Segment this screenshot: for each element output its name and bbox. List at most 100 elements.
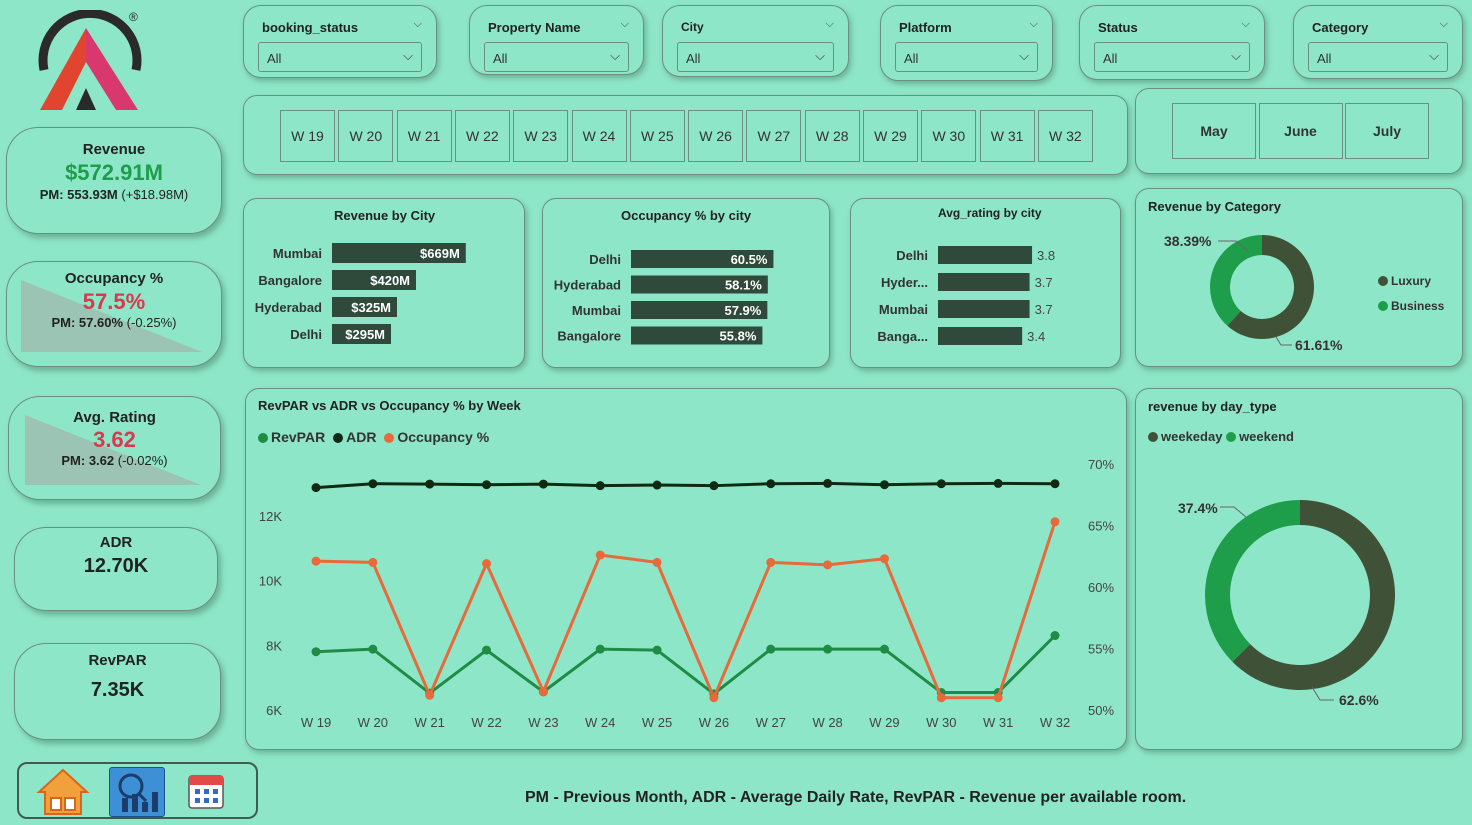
chevron-down-icon[interactable]: ⌵ — [413, 18, 422, 30]
legend-item-weekday[interactable]: weekeday — [1148, 429, 1222, 444]
legend-item-adr[interactable]: ADR — [333, 429, 376, 445]
slicer-status-value: All — [1103, 51, 1118, 66]
x-tick-6: W 25 — [642, 715, 672, 730]
series-point-0-8 — [766, 644, 776, 654]
legend-item-weekend[interactable]: weekend — [1226, 429, 1294, 444]
calendar-button[interactable] — [181, 768, 231, 816]
y-right-tick-1: 55% — [1088, 642, 1114, 657]
series-point-1-2 — [425, 479, 435, 489]
series-point-2-4 — [538, 687, 548, 697]
chevron-down-icon[interactable]: ⌵ — [1029, 18, 1038, 30]
bar-value-3: 3.4 — [1027, 329, 1045, 344]
chevron-down-icon[interactable]: ⌵ — [825, 18, 834, 30]
month-button-july[interactable]: July — [1345, 103, 1429, 159]
rating-by-city-chart: Delhi 3.8 Hyder... 3.7 Mumbai 3.7 Banga... 3.4 — [877, 246, 1055, 345]
x-tick-9: W 28 — [812, 715, 842, 730]
donut-label-0: 38.39% — [1164, 233, 1212, 249]
bar-label-2: Mumbai — [879, 302, 928, 317]
slicer-property-name-dropdown[interactable]: All ⌵ — [484, 42, 629, 72]
series-point-2-7 — [709, 693, 719, 703]
revenue-by-day-type-card: revenue by day_type weekeday weekend 37.… — [1135, 388, 1463, 750]
slicer-status-dropdown[interactable]: All ⌵ — [1094, 42, 1250, 72]
y-right-tick-3: 65% — [1088, 519, 1114, 534]
donut-label-0: 37.4% — [1178, 500, 1218, 516]
slicer-category-dropdown[interactable]: All ⌵ — [1308, 42, 1448, 72]
rating-kpi-card: Avg. Rating 3.62 PM: 3.62 (-0.02%) — [8, 396, 221, 500]
series-point-1-0 — [311, 483, 321, 493]
series-point-2-5 — [595, 550, 605, 560]
occupancy-by-city-chart: Delhi 60.5% Hyderabad 58.1% Mumbai 57.9% Banga… — [554, 250, 774, 345]
adr-kpi-title: ADR — [99, 534, 133, 551]
revenue-by-category-donut: 38.39% 61.61% — [1164, 233, 1343, 353]
donut-label-1: 61.61% — [1295, 337, 1343, 353]
occupancy-kpi-card: Occupancy % 57.5% PM: 57.60% (-0.25%) — [6, 261, 222, 367]
y-left-tick-1: 8K — [266, 638, 282, 653]
rating-by-city-title: Avg_rating by city — [938, 206, 1042, 220]
week-button-w32[interactable]: W 32 — [1037, 110, 1093, 162]
bar-label-3: Banga... — [877, 329, 928, 344]
slicer-category-title: Category — [1312, 20, 1369, 35]
leader-line-0 — [1220, 506, 1247, 518]
series-point-2-6 — [652, 557, 662, 567]
rating-sparkline — [25, 415, 201, 485]
logo-mark — [38, 8, 142, 110]
brand-logo: ® — [36, 8, 146, 110]
home-button[interactable] — [35, 766, 91, 818]
week-button-w29[interactable]: W 29 — [863, 110, 918, 162]
category-legend: Luxury Business — [1378, 269, 1444, 319]
week-button-w25[interactable]: W 25 — [629, 110, 685, 162]
week-button-w31[interactable]: W 31 — [979, 110, 1035, 162]
week-button-w24[interactable]: W 24 — [571, 110, 627, 162]
month-button-june[interactable]: June — [1258, 103, 1343, 159]
revpar-kpi-card: RevPAR 7.35K — [14, 643, 221, 740]
legend-item-revpar[interactable]: RevPAR — [258, 429, 325, 445]
series-point-2-1 — [368, 557, 378, 567]
slicer-status-title: Status — [1098, 20, 1138, 35]
series-point-0-13 — [1050, 631, 1060, 641]
series-point-1-4 — [538, 479, 548, 489]
revpar-kpi-value: 7.35K — [90, 679, 145, 701]
slicer-city-title: City — [681, 20, 704, 34]
bar-0 — [938, 246, 1033, 264]
slicer-category: Category ⌵ All ⌵ — [1293, 5, 1463, 79]
revenue-by-category-card: Revenue by Category 38.39% 61.61% Luxury … — [1135, 188, 1463, 367]
week-button-w22[interactable]: W 22 — [454, 110, 510, 162]
week-button-w28[interactable]: W 28 — [804, 110, 860, 162]
slicer-booking-status-dropdown[interactable]: All ⌵ — [258, 42, 422, 72]
rating-kpi-value: 3.62 — [93, 427, 136, 452]
chevron-down-icon[interactable]: ⌵ — [1241, 18, 1250, 30]
bar-3 — [332, 324, 391, 344]
legend-item-business[interactable]: Business — [1378, 294, 1444, 319]
rating-kpi-title: Avg. Rating — [73, 409, 156, 426]
slicer-platform-dropdown[interactable]: All ⌵ — [895, 42, 1038, 72]
legend-item-occupancy[interactable]: Occupancy % — [384, 429, 489, 445]
week-button-w27[interactable]: W 27 — [746, 110, 802, 162]
legend-label-occupancy: Occupancy % — [397, 429, 490, 445]
bar-label-0: Mumbai — [273, 246, 322, 261]
revpar-kpi-title: RevPAR — [88, 652, 147, 669]
slicer-city-dropdown[interactable]: All ⌵ — [677, 42, 834, 72]
week-button-w30[interactable]: W 30 — [921, 110, 977, 162]
week-button-w23[interactable]: W 23 — [513, 110, 569, 162]
leader-line-1 — [1311, 686, 1334, 701]
footer-glossary: PM - Previous Month, ADR - Average Daily… — [525, 789, 1187, 806]
chevron-down-icon[interactable]: ⌵ — [1439, 18, 1448, 30]
bar-0 — [631, 250, 774, 268]
month-button-may[interactable]: May — [1172, 103, 1256, 159]
week-button-w20[interactable]: W 20 — [338, 110, 394, 162]
occupancy-kpi-value: 57.5% — [82, 289, 146, 314]
dashboard-button[interactable] — [109, 767, 165, 817]
leader-line-1 — [1275, 336, 1292, 346]
chevron-down-icon[interactable]: ⌵ — [620, 18, 629, 30]
legend-item-luxury[interactable]: Luxury — [1378, 269, 1444, 294]
series-point-0-10 — [879, 644, 889, 654]
week-button-w26[interactable]: W 26 — [688, 110, 744, 162]
series-point-0-5 — [595, 644, 605, 654]
week-button-w19[interactable]: W 19 — [280, 110, 335, 162]
revenue-by-city-chart: Mumbai $669M Bangalore $420M Hyderabad $325M D… — [255, 243, 466, 344]
chevron-down-icon: ⌵ — [815, 48, 825, 63]
bar-label-3: Delhi — [290, 327, 322, 342]
chevron-down-icon: ⌵ — [1429, 48, 1439, 63]
slicer-property-name-title: Property Name — [488, 20, 581, 35]
week-button-w21[interactable]: W 21 — [396, 110, 452, 162]
